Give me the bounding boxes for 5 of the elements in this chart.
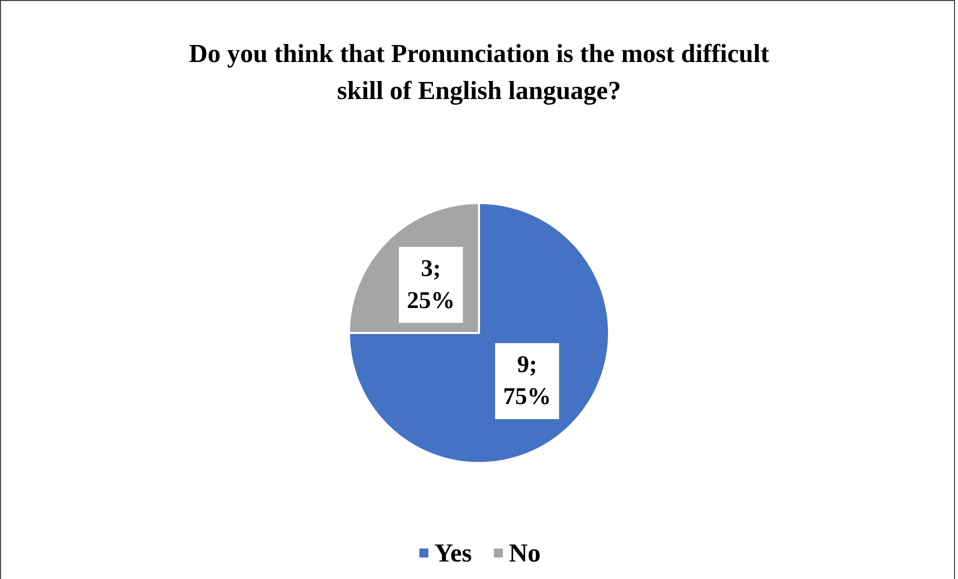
data-label: 3; 25% xyxy=(406,256,455,314)
legend-label: Yes xyxy=(434,538,472,568)
legend-label: No xyxy=(508,538,541,568)
data-label: 9; 75% xyxy=(503,352,552,410)
chart-title: Do you think that Pronunciation is the most difficult skill of English language? xyxy=(188,39,770,105)
